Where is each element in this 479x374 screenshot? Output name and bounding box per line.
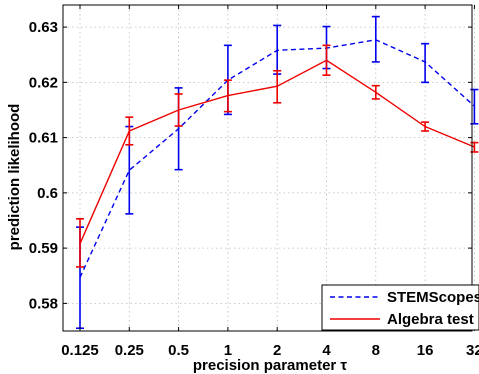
x-tick-label: 0.125 — [61, 342, 99, 359]
plot-area — [62, 4, 473, 332]
y-tick-label: 0.6 — [37, 185, 58, 202]
legend: STEMScopes Algebra test — [321, 284, 479, 331]
y-tick-label: 0.61 — [29, 130, 58, 147]
error-bar-algebra-test — [76, 218, 84, 268]
error-bar-algebra-test — [371, 84, 380, 100]
y-tick-label: 0.62 — [29, 74, 58, 91]
x-tick-label: 8 — [372, 342, 380, 359]
x-tick-label: 0.5 — [168, 342, 189, 359]
axis-ticks: 0.125 0.25 0.5 1 2 4 8 16 32 0.58 0.59 0.6 0.61 0.62 0… — [29, 5, 479, 359]
series-layer — [76, 15, 479, 330]
y-tick-label: 0.59 — [29, 240, 58, 257]
x-tick-label: 0.25 — [115, 342, 144, 359]
x-tick-label: 1 — [224, 342, 232, 359]
error-bar-stemscopes — [273, 24, 282, 75]
x-tick-label: 32 — [466, 342, 479, 359]
grid — [63, 5, 475, 331]
error-bar-algebra-test — [421, 121, 430, 132]
x-tick-label: 2 — [273, 342, 281, 359]
x-tick-label: 16 — [417, 342, 434, 359]
error-bar-algebra-test — [174, 93, 183, 127]
y-tick-label: 0.58 — [29, 295, 58, 312]
x-axis-label: precision parameter τ — [193, 357, 348, 374]
error-bar-algebra-test — [322, 44, 331, 76]
legend-label-stemscopes: STEMScopes — [387, 289, 479, 306]
y-axis-label: prediction likelihood — [6, 104, 23, 251]
x-tick-label: 4 — [322, 342, 331, 359]
error-bar-algebra-test — [125, 116, 134, 146]
error-bar-stemscopes — [371, 15, 380, 63]
error-bar-algebra-test — [223, 79, 232, 113]
legend-label-algebra-test: Algebra test — [387, 311, 474, 328]
y-tick-label: 0.63 — [29, 19, 58, 36]
legend-box — [321, 284, 479, 331]
error-bar-algebra-test — [273, 69, 282, 104]
error-bar-stemscopes — [421, 42, 430, 84]
